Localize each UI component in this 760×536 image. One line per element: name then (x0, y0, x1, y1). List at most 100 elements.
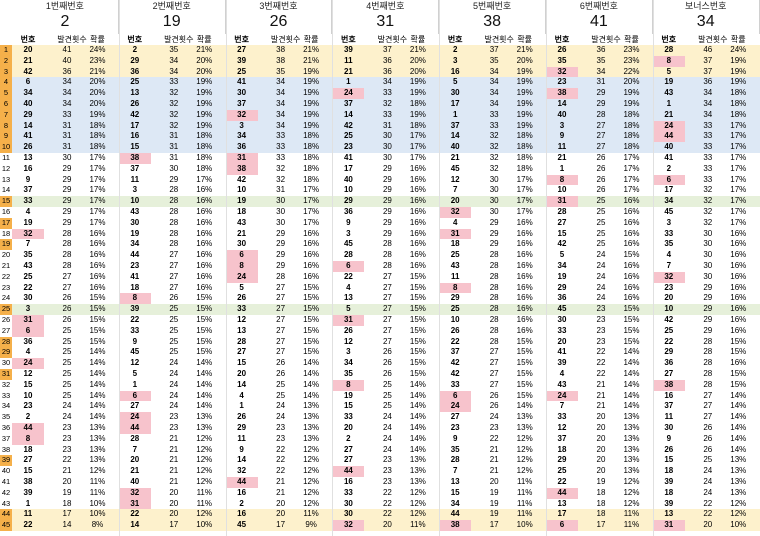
rate-cell: 13% (89, 444, 106, 454)
count-cell: 20 (169, 498, 179, 508)
number-cell: 40 (664, 142, 674, 152)
row-index: 18 (0, 228, 12, 240)
subheader-rate: 확률 (410, 35, 426, 44)
rate-cell: 11% (623, 509, 640, 519)
number-cell: 14 (130, 520, 140, 530)
count-cell: 46 (703, 45, 713, 54)
rate-cell: 17% (516, 207, 533, 216)
count-cell: 31 (169, 131, 179, 141)
number-cell: 35 (664, 239, 674, 249)
number-cell: 42 (130, 109, 140, 119)
count-cell: 23 (382, 455, 392, 465)
count-cell: 27 (382, 315, 392, 324)
number-cell: 29 (23, 109, 33, 119)
number-cell: 32 (12, 228, 44, 240)
number-cell: 15 (557, 228, 567, 238)
row-index: 26 (0, 315, 12, 326)
rate-cell: 14% (196, 369, 213, 378)
table-row: 43 1 18 10% 31 20 11% 2 20 12% 30 22 12% 34 19 11% 13 18 1… (0, 498, 760, 510)
count-cell: 30 (276, 217, 286, 227)
rate-cell: 10% (89, 509, 106, 519)
rate-cell: 18% (516, 131, 533, 141)
number-cell: 9 (559, 131, 565, 141)
count-cell: 32 (489, 131, 499, 141)
number-cell: 2 (346, 433, 351, 443)
subheader-num: 번호 (554, 35, 570, 44)
number-cell: 32 (652, 271, 685, 283)
rate-cell: 17% (303, 207, 320, 216)
column-header-value: 19 (162, 13, 181, 30)
count-cell: 25 (276, 390, 286, 400)
rate-cell: 18% (303, 142, 320, 152)
count-cell: 19 (489, 498, 499, 508)
rate-cell: 19% (516, 120, 533, 130)
rate-cell: 18% (409, 99, 426, 108)
number-cell: 42 (557, 239, 567, 249)
number-cell: 22 (23, 282, 33, 292)
rate-cell: 14% (623, 390, 640, 400)
count-cell: 23 (169, 412, 179, 422)
rate-cell: 17% (89, 153, 106, 162)
count-cell: 34 (276, 120, 286, 130)
count-cell: 29 (703, 304, 713, 314)
count-cell: 30 (169, 163, 179, 173)
count-cell: 27 (276, 282, 286, 292)
row-index: 28 (0, 336, 12, 348)
rate-cell: 15% (89, 304, 106, 314)
count-cell: 20 (703, 520, 713, 530)
count-cell: 25 (169, 336, 179, 346)
rate-cell: 13% (730, 477, 747, 486)
number-cell: 27 (557, 217, 567, 227)
count-cell: 34 (62, 99, 72, 108)
rate-cell: 8% (91, 520, 104, 530)
count-cell: 32 (703, 185, 713, 195)
row-index: 32 (0, 379, 12, 391)
rate-cell: 14% (196, 358, 213, 368)
rate-cell: 18% (516, 153, 533, 162)
number-cell: 43 (664, 88, 674, 98)
rate-cell: 19% (196, 109, 213, 119)
count-cell: 24 (382, 412, 392, 422)
count-cell: 24 (596, 250, 606, 260)
rate-cell: 16% (730, 261, 747, 270)
number-cell: 7 (452, 466, 458, 476)
number-cell: 1 (346, 77, 351, 87)
number-cell: 34 (130, 239, 140, 249)
rate-cell: 18% (196, 131, 213, 141)
count-cell: 35 (596, 55, 606, 65)
number-cell: 38 (118, 153, 151, 164)
row-index: 2 (0, 55, 12, 67)
row-index: 27 (0, 325, 12, 337)
rate-cell: 12% (730, 498, 747, 508)
count-cell: 25 (62, 325, 72, 335)
table-row: 23 22 27 16% 18 27 16% 5 27 15% 4 27 15% 8 28 16% 29 24 16… (0, 282, 760, 294)
count-cell: 29 (382, 185, 392, 195)
table-row: 20 35 28 16% 44 27 16% 6 29 16% 28 28 16% 25 28 16% 5 24 1… (0, 250, 760, 261)
rate-cell: 18% (730, 88, 747, 98)
rate-cell: 17% (409, 153, 426, 162)
rate-cell: 15% (623, 315, 640, 324)
rate-cell: 15% (196, 315, 213, 324)
count-cell: 24 (382, 444, 392, 454)
number-cell: 3 (452, 55, 458, 65)
table-row: 9 41 31 18% 16 31 18% 34 33 18% 25 30 17% 14 32 18% 9 27 1… (0, 131, 760, 143)
rate-cell: 16% (730, 325, 747, 335)
rate-cell: 18% (196, 153, 213, 162)
number-cell: 23 (130, 261, 140, 270)
table-row: 44 11 17 10% 22 20 12% 16 20 11% 30 22 12% 44 19 11% 17 1… (0, 509, 760, 521)
number-cell: 27 (450, 412, 460, 422)
number-cell: 10 (557, 185, 567, 195)
subheader-rate: 확률 (196, 35, 212, 44)
number-cell: 13 (237, 325, 247, 335)
number-cell: 4 (346, 282, 351, 292)
count-cell: 26 (169, 293, 179, 303)
rate-cell: 13% (303, 433, 320, 443)
rate-cell: 14% (623, 347, 640, 357)
number-cell: 44 (332, 466, 365, 477)
subheader-count: 발견횟수 (57, 35, 87, 44)
count-cell: 32 (489, 153, 499, 162)
subheader-rate: 확률 (90, 35, 105, 44)
count-cell: 20 (596, 455, 606, 465)
rate-cell: 15% (89, 293, 106, 303)
number-cell: 8 (118, 293, 151, 305)
